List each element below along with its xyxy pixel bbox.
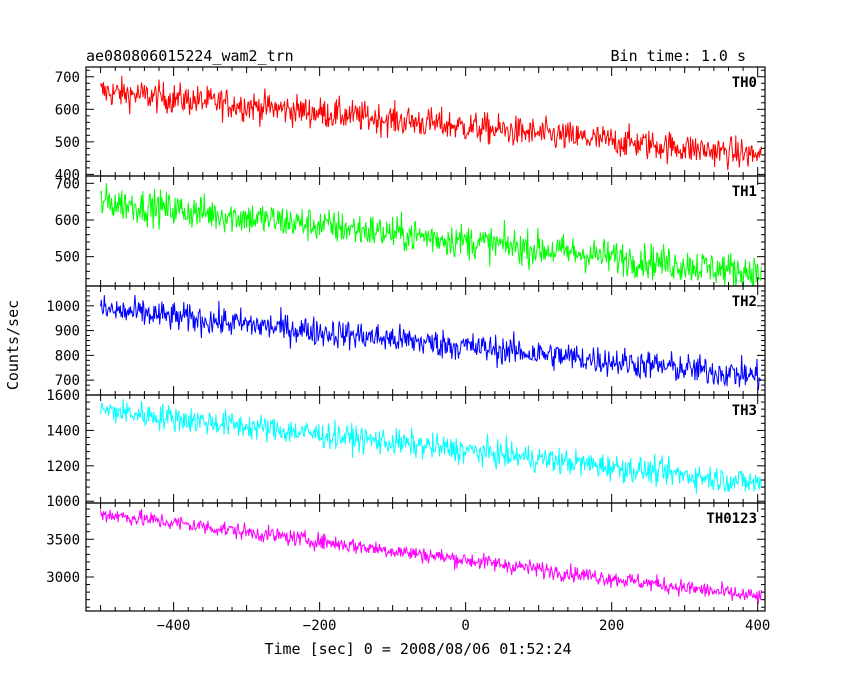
x-tick-label: −400 [157, 618, 191, 634]
y-tick-label: 700 [55, 70, 80, 86]
chart-title: ae080806015224_wam2_trn [86, 47, 294, 65]
panel-th0: 400 500 600 700 TH0 [55, 66, 766, 183]
series-line-th2 [100, 294, 762, 391]
series-line-th1 [100, 182, 762, 286]
panel-label-th0: TH0 [732, 75, 757, 91]
panel-label-th3: TH3 [732, 403, 757, 419]
y-tick-label: 3000 [46, 570, 80, 586]
series-line-th0123 [100, 509, 762, 604]
panels-group: 400 500 600 700 TH0 500 600 700 TH1 700 800 900 1000… [46, 66, 766, 612]
y-tick-label: 1000 [46, 494, 80, 510]
panel-th2: 700 800 900 1000 TH2 [46, 285, 766, 396]
y-tick-label: 600 [55, 102, 80, 118]
y-tick-label: 1000 [46, 299, 80, 315]
y-tick-label: 400 [55, 167, 80, 183]
panel-label-th2: TH2 [732, 294, 757, 310]
panel-frame [85, 502, 766, 612]
panel-label-th0123: TH0123 [706, 511, 757, 527]
panel-th3: 1000 1200 1400 1600 TH3 [46, 388, 766, 510]
panel-th1: 500 600 700 TH1 [55, 175, 766, 287]
x-tick-label: 400 [745, 618, 770, 634]
panel-frame [85, 394, 766, 504]
y-tick-label: 700 [55, 373, 80, 389]
panel-label-th1: TH1 [732, 184, 757, 200]
series-line-th3 [100, 398, 762, 495]
bin-time-label: Bin time: 1.0 s [611, 47, 746, 65]
panel-th0123: 3000 3500 TH0123 [46, 502, 766, 612]
y-tick-label: 700 [55, 176, 80, 192]
panel-frame [85, 66, 766, 177]
y-axis-title: Counts/sec [4, 300, 22, 390]
x-tick-label: 200 [599, 618, 624, 634]
y-tick-label: 500 [55, 135, 80, 151]
y-tick-label: 3500 [46, 532, 80, 548]
x-tick-label: 0 [461, 618, 469, 634]
y-tick-label: 600 [55, 213, 80, 229]
x-tick-label: −200 [303, 618, 337, 634]
panel-frame [85, 285, 766, 396]
y-tick-label: 500 [55, 250, 80, 266]
x-axis: −400 −200 0 200 400 [157, 618, 771, 634]
y-tick-label: 1200 [46, 459, 80, 475]
x-axis-title: Time [sec] 0 = 2008/08/06 01:52:24 [264, 640, 571, 658]
y-tick-label: 800 [55, 348, 80, 364]
y-tick-label: 1600 [46, 388, 80, 404]
y-tick-label: 1400 [46, 423, 80, 439]
y-tick-label: 900 [55, 324, 80, 340]
series-line-th0 [100, 75, 762, 171]
